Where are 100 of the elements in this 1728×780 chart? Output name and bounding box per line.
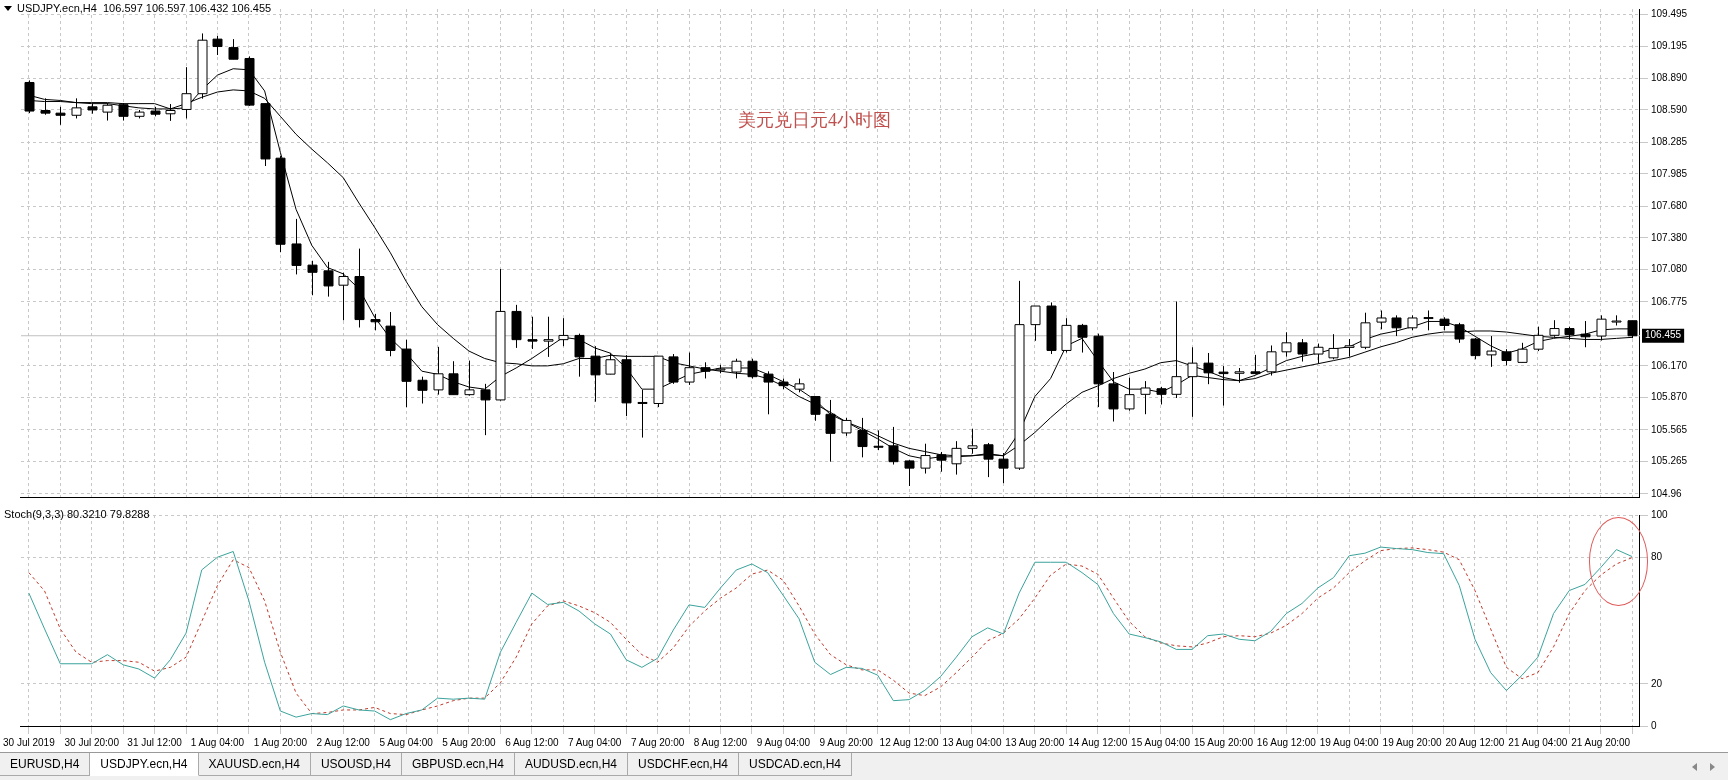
candlestick	[1297, 338, 1308, 363]
x-tick-label: 15 Aug 04:00	[1131, 736, 1191, 748]
candlestick	[558, 317, 569, 347]
candlestick	[1454, 322, 1465, 344]
candlestick	[1250, 354, 1261, 375]
candlestick	[1266, 344, 1277, 376]
x-tick-label: 6 Aug 12:00	[505, 736, 559, 748]
x-tick-label: 2 Aug 12:00	[316, 736, 371, 748]
candlestick	[1533, 326, 1544, 352]
text: USDCAD.ecn,H4	[739, 753, 853, 776]
x-tick-label: 21 Aug 20:00	[1571, 736, 1631, 748]
text: USDJPY.ecn,H4	[90, 753, 199, 776]
candlestick	[731, 358, 742, 379]
y-tick-label: 105.870	[1651, 391, 1688, 403]
x-tick-label: 19 Aug 04:00	[1319, 736, 1380, 748]
x-tick-label: 30 Jul 20:00	[64, 736, 120, 748]
candlestick	[464, 360, 475, 397]
candlestick	[590, 345, 601, 403]
text: EURUSD,H4	[0, 753, 91, 776]
candlestick	[1391, 314, 1402, 337]
y-tick-label: 107.380	[1651, 231, 1688, 243]
candlestick	[1124, 377, 1135, 412]
y-tick-label: 20	[1651, 677, 1663, 689]
text: USOUSD,H4	[310, 753, 402, 776]
candlestick	[1423, 309, 1434, 331]
candlestick	[228, 38, 239, 60]
y-tick-label: 0	[1651, 719, 1657, 731]
x-tick-label: 8 Aug 12:00	[693, 736, 748, 748]
y-tick-label: 106.170	[1651, 359, 1688, 371]
x-tick-label: 16 Aug 12:00	[1256, 736, 1317, 748]
text: XAUUSD.ecn,H4	[198, 753, 311, 776]
y-tick-label: 107.080	[1651, 263, 1688, 275]
candlestick	[338, 272, 349, 321]
candlestick	[684, 352, 695, 386]
candlestick	[1203, 352, 1214, 385]
candlestick	[1218, 365, 1229, 407]
x-tick-label: 30 Jul 2019	[3, 736, 56, 748]
candlestick	[1328, 333, 1339, 360]
candlestick	[810, 396, 821, 422]
candlestick	[527, 316, 538, 350]
candlestick	[1171, 300, 1182, 399]
candlestick	[605, 352, 616, 375]
y-tick-label: 80	[1651, 550, 1663, 562]
x-tick-label: 15 Aug 20:00	[1193, 736, 1254, 748]
candlestick	[1313, 343, 1324, 364]
ref-line-label: 106.455	[1645, 329, 1682, 341]
candlestick	[763, 370, 774, 415]
x-tick-label: 21 Aug 04:00	[1508, 736, 1568, 748]
x-tick-label: 13 Aug 20:00	[1005, 736, 1065, 748]
y-tick-label: 106.775	[1651, 295, 1688, 307]
candlestick	[480, 383, 491, 436]
candlestick	[1470, 337, 1481, 360]
candlestick	[1030, 305, 1041, 342]
candlestick	[417, 376, 428, 405]
candlestick	[904, 459, 915, 487]
y-tick-label: 105.565	[1651, 423, 1688, 435]
candlestick	[873, 429, 884, 451]
y-tick-label: 107.985	[1651, 167, 1688, 179]
x-tick-label: 31 Jul 12:00	[127, 736, 183, 748]
candlestick	[1596, 314, 1607, 342]
y-tick-label: 109.495	[1651, 8, 1688, 20]
y-tick-label: 100	[1651, 508, 1669, 520]
candlestick	[1580, 320, 1591, 348]
text: AUDUSD.ecn,H4	[514, 753, 628, 776]
x-tick-label: 12 Aug 12:00	[879, 736, 939, 748]
candlestick	[212, 35, 223, 56]
candlestick	[71, 97, 82, 119]
candlestick	[1140, 380, 1151, 415]
y-tick-label: 105.265	[1651, 455, 1688, 467]
x-tick-label: 7 Aug 04:00	[568, 736, 622, 748]
x-tick-label: 5 Aug 20:00	[442, 736, 497, 748]
candlestick	[967, 428, 978, 455]
annotation: 美元兑日元4小时图	[738, 109, 891, 132]
candlestick	[1517, 342, 1528, 363]
candlestick	[1376, 309, 1387, 330]
x-tick-label: 19 Aug 20:00	[1382, 736, 1442, 748]
text: USDCHF.ecn,H4	[627, 753, 740, 776]
x-tick-label: 1 Aug 04:00	[190, 736, 245, 748]
x-tick-label: 14 Aug 12:00	[1068, 736, 1128, 748]
candlestick	[307, 260, 318, 296]
candlestick	[1187, 346, 1198, 418]
candlestick	[1281, 331, 1292, 358]
candlestick	[291, 218, 302, 275]
candlestick	[747, 358, 758, 380]
text: GBPUSD.ecn,H4	[401, 753, 515, 776]
x-tick-label: 20 Aug 12:00	[1445, 736, 1505, 748]
y-tick-label: 108.890	[1651, 72, 1688, 84]
x-tick-label: 9 Aug 04:00	[756, 736, 811, 748]
x-tick-label: 13 Aug 04:00	[942, 736, 1002, 748]
candlestick	[433, 346, 444, 396]
x-tick-label: 9 Aug 20:00	[819, 736, 874, 748]
candlestick	[448, 360, 459, 396]
candlestick	[574, 333, 585, 378]
y-tick-label: 107.680	[1651, 199, 1688, 211]
x-tick-label: 5 Aug 04:00	[379, 736, 434, 748]
y-tick-label: 109.195	[1651, 39, 1688, 51]
candlestick	[1486, 335, 1497, 368]
chart-title: USDJPY.ecn,H4 106.597 106.597 106.432 106.455	[17, 2, 272, 14]
y-tick-label: 108.590	[1651, 103, 1688, 115]
y-tick-label: 108.285	[1651, 135, 1688, 147]
